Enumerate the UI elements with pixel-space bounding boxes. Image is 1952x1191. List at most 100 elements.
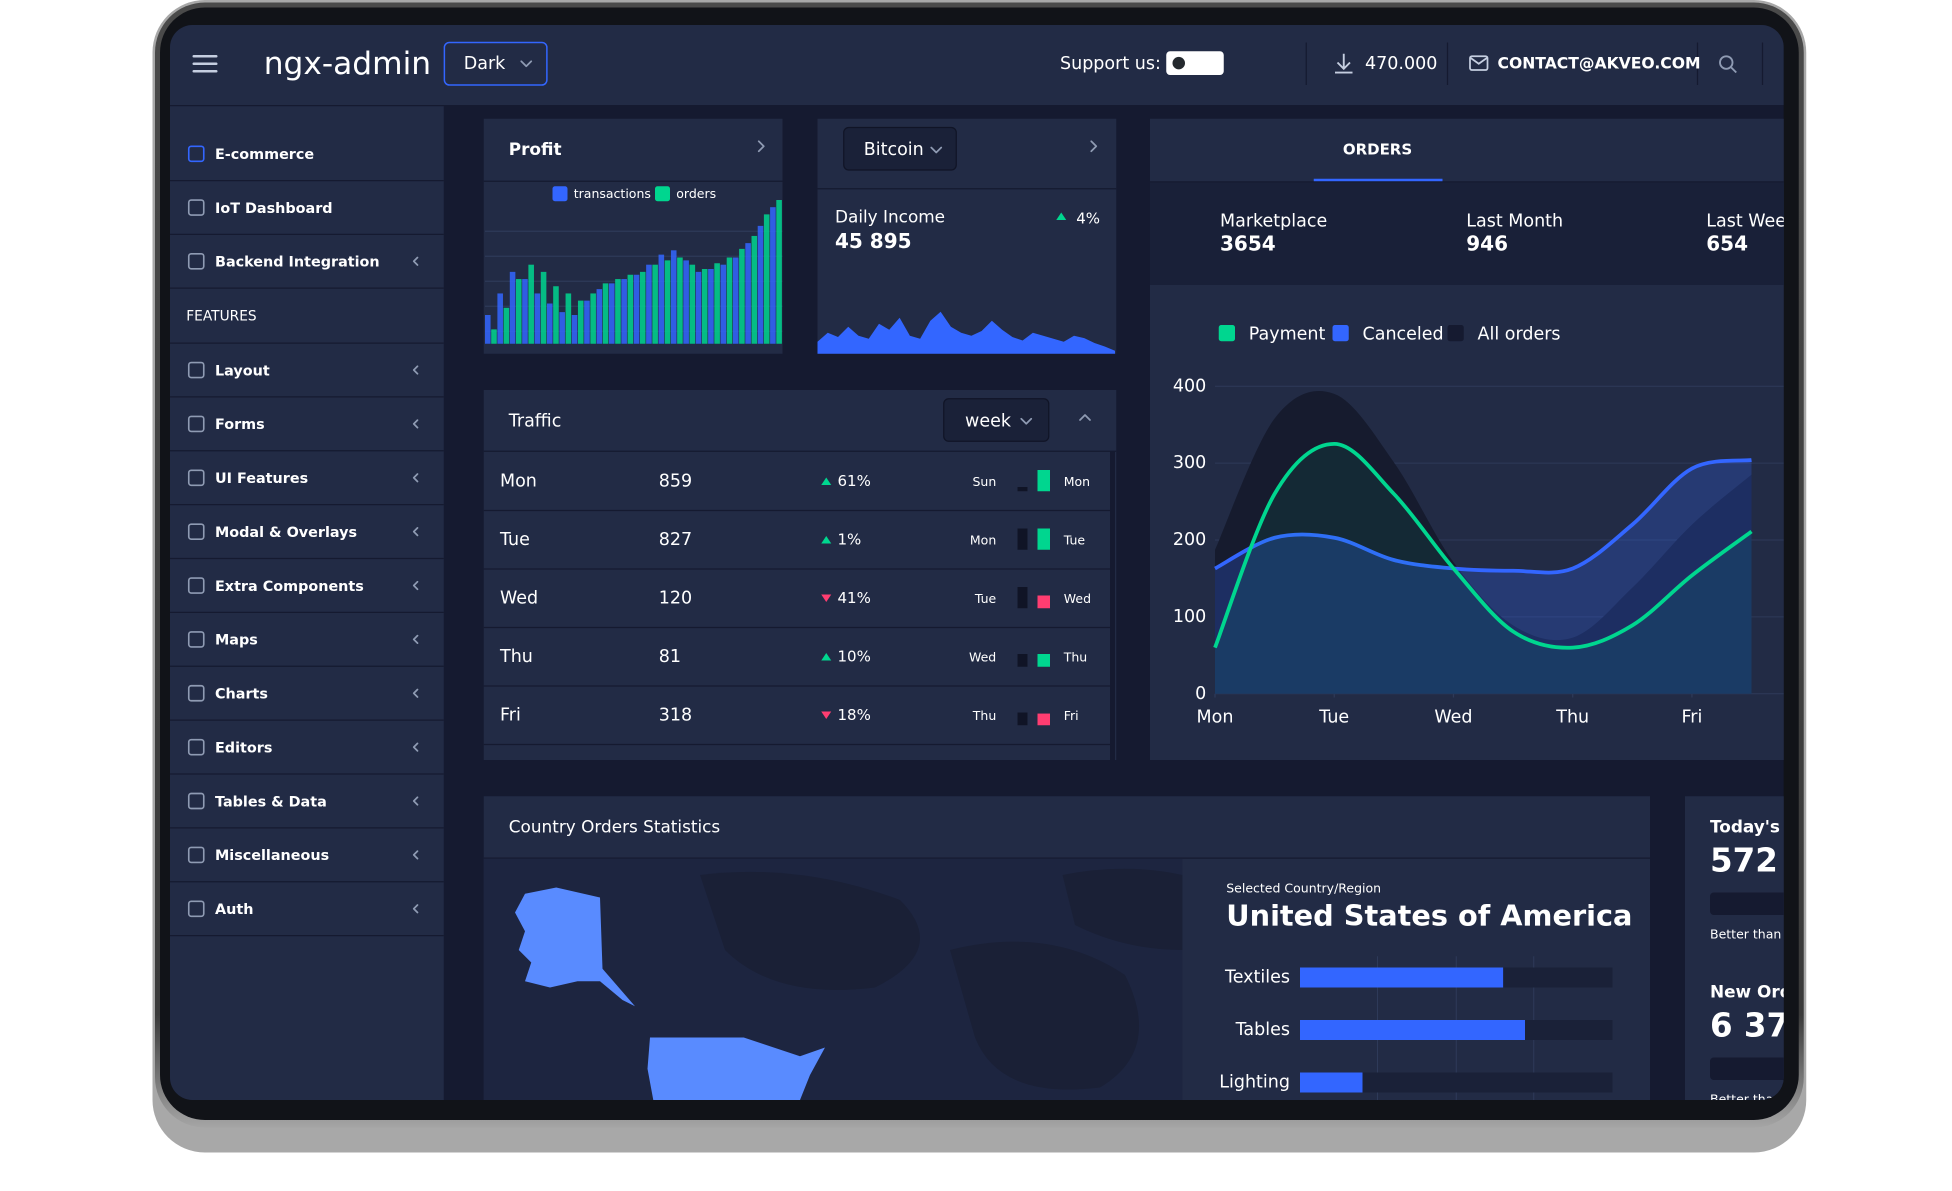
profit-chevron[interactable] [757, 140, 765, 153]
profit-bar [584, 300, 590, 344]
traffic-bar [1037, 713, 1050, 726]
collapse-chevron[interactable] [1079, 414, 1091, 421]
sidebar-chevron[interactable] [412, 742, 419, 752]
bar-label: Tables [1235, 1020, 1290, 1040]
scrollbar [1110, 451, 1115, 760]
trend-up-icon [821, 653, 832, 661]
sidebar-icon [187, 361, 205, 379]
sidebar-chevron[interactable] [412, 688, 419, 698]
profit-bar [590, 293, 596, 344]
sidebar-chevron[interactable] [412, 526, 419, 537]
profit-bar [621, 279, 627, 344]
sidebar-chevron[interactable] [412, 365, 419, 375]
profit-bar [658, 254, 665, 344]
legend-label: Payment [1249, 324, 1326, 344]
sidebar-item[interactable]: Tables & Data [215, 794, 327, 810]
profit-bar [726, 257, 733, 344]
traffic-current-day: Tue [1063, 533, 1086, 548]
profit-bar [522, 279, 528, 344]
traffic-change: 18% [838, 706, 871, 724]
stat-note: Better tha [1710, 1092, 1773, 1107]
series-area [1215, 391, 1752, 694]
sidebar-chevron[interactable] [412, 580, 419, 591]
sidebar-icon [187, 469, 205, 487]
traffic-bar [1037, 470, 1050, 492]
sidebar-chevron[interactable] [412, 796, 419, 806]
legend-label: Canceled [1363, 324, 1444, 344]
daily-income-value: 45 895 [835, 229, 912, 253]
sidebar-item[interactable]: Editors [215, 740, 272, 756]
sidebar-item[interactable]: Charts [215, 687, 268, 703]
traffic-change: 41% [838, 589, 871, 607]
stat-progress-track [1710, 892, 1784, 916]
profit-bar [559, 312, 565, 344]
currency-select[interactable] [843, 126, 957, 171]
period-chevron[interactable] [1020, 417, 1033, 425]
series-area [1215, 443, 1752, 694]
sidebar-chevron[interactable] [412, 850, 419, 860]
y-tick-label: 400 [1173, 376, 1206, 396]
stat-value: 6 378 [1710, 1007, 1812, 1045]
sidebar-item[interactable]: Auth [215, 902, 253, 918]
orders-tab[interactable]: ORDERS [1343, 141, 1412, 159]
traffic-day: Fri [500, 705, 521, 725]
legend-swatch [655, 186, 670, 202]
profit-bar [776, 200, 782, 344]
sidebar-item[interactable]: Forms [215, 417, 265, 433]
sidebar-item[interactable]: Backend Integration [215, 255, 380, 271]
profit-bar [708, 269, 714, 344]
traffic-current-day: Fri [1064, 708, 1079, 723]
profit-bar [763, 214, 770, 344]
download-count: 470.000 [1365, 54, 1437, 74]
map-country-usa[interactable] [647, 1037, 826, 1103]
search-icon[interactable] [1719, 55, 1734, 70]
map-land [1062, 868, 1183, 950]
profit-bar [732, 257, 739, 344]
sidebar-chevron[interactable] [412, 473, 419, 483]
profit-bar [515, 279, 522, 344]
download-icon [1335, 53, 1353, 74]
bitcoin-chevron[interactable] [1090, 140, 1098, 153]
sidebar-chevron[interactable] [412, 256, 419, 266]
bar-label: Textiles [1224, 968, 1290, 988]
sidebar-item[interactable]: E-commerce [215, 147, 314, 163]
orders-summary [1150, 182, 1784, 285]
sidebar-section-title: FEATURES [186, 308, 256, 324]
map-country-alaska[interactable] [515, 887, 635, 1007]
traffic-prev-bar [1017, 487, 1028, 492]
theme-select-chevron[interactable] [520, 60, 533, 68]
sidebar-item[interactable]: Layout [215, 363, 270, 379]
sidebar-item[interactable]: Extra Components [215, 579, 364, 595]
sidebar-item[interactable]: Miscellaneous [215, 848, 329, 864]
traffic-day: Mon [500, 471, 537, 491]
y-tick-label: 300 [1173, 453, 1206, 473]
sidebar-icon [187, 738, 205, 756]
bar [1300, 1072, 1363, 1093]
traffic-prev-day: Thu [972, 708, 996, 723]
currency-chevron[interactable] [930, 146, 943, 154]
daily-income-label: Daily Income [835, 207, 945, 227]
sidebar-chevron[interactable] [412, 904, 419, 914]
trend-down-icon [821, 594, 832, 602]
sidebar-item[interactable]: Maps [215, 633, 258, 649]
theme-select[interactable] [443, 41, 548, 86]
stat-value: 572 9 [1710, 842, 1812, 880]
sidebar-item[interactable]: IoT Dashboard [215, 201, 333, 217]
active-tab-indicator [1313, 178, 1443, 183]
currency-select-label: Bitcoin [864, 140, 924, 160]
sidebar-item[interactable]: UI Features [215, 471, 308, 487]
sidebar-icon [187, 199, 205, 216]
mail-icon[interactable] [1469, 55, 1489, 71]
traffic-prev-bar [1017, 712, 1028, 726]
profit-bar [677, 257, 683, 344]
stats-card [1685, 796, 1784, 1101]
period-select[interactable] [943, 398, 1050, 442]
profit-bar [615, 279, 621, 344]
y-tick-label: 200 [1173, 530, 1206, 550]
sidebar-chevron[interactable] [412, 419, 419, 429]
sidebar-chevron[interactable] [412, 634, 419, 645]
sidebar-item[interactable]: Modal & Overlays [215, 525, 357, 541]
summary-label: Last Month [1466, 211, 1563, 231]
profit-bar [577, 300, 584, 344]
traffic-bar [1037, 595, 1050, 609]
